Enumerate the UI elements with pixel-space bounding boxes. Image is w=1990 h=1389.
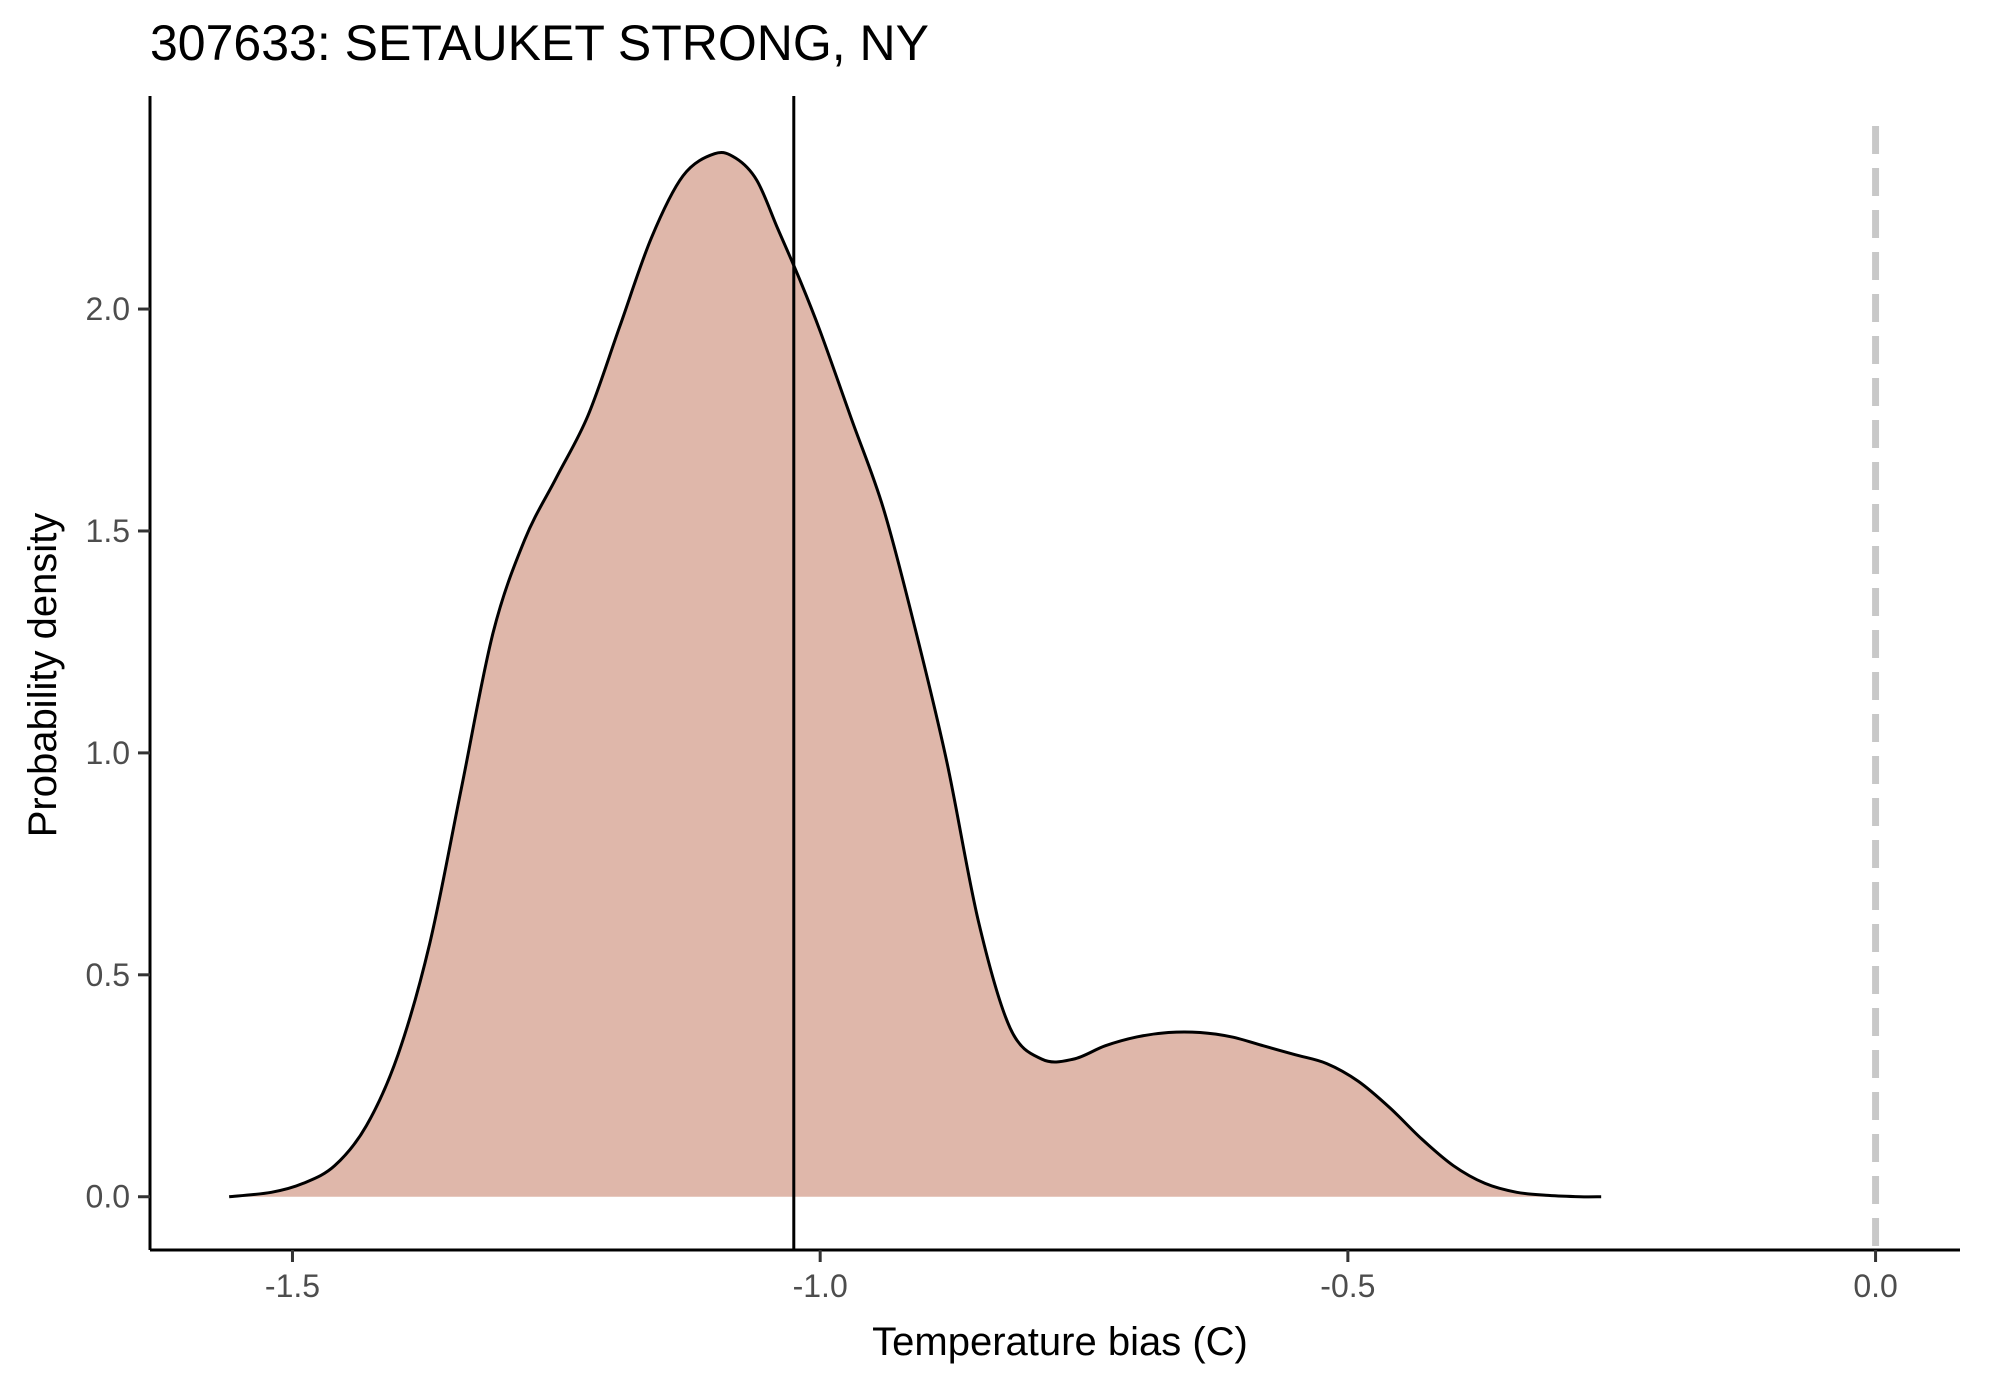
x-tick-label: 0.0 (1853, 1268, 1897, 1304)
y-tick-label: 1.0 (86, 735, 130, 771)
chart-title: 307633: SETAUKET STRONG, NY (150, 15, 929, 71)
density-curve (228, 151, 1602, 1199)
y-axis-label: Probability density (21, 513, 65, 838)
y-tick-label: 1.5 (86, 513, 130, 549)
x-tick-label: -0.5 (1320, 1268, 1375, 1304)
density-area (229, 152, 1602, 1197)
x-tick-label: -1.5 (265, 1268, 320, 1304)
y-tick-label: 0.5 (86, 957, 130, 993)
x-tick-label: -1.0 (793, 1268, 848, 1304)
y-tick-label: 2.0 (86, 291, 130, 327)
x-axis-label: Temperature bias (C) (872, 1320, 1248, 1364)
y-tick-label: 0.0 (86, 1179, 130, 1215)
